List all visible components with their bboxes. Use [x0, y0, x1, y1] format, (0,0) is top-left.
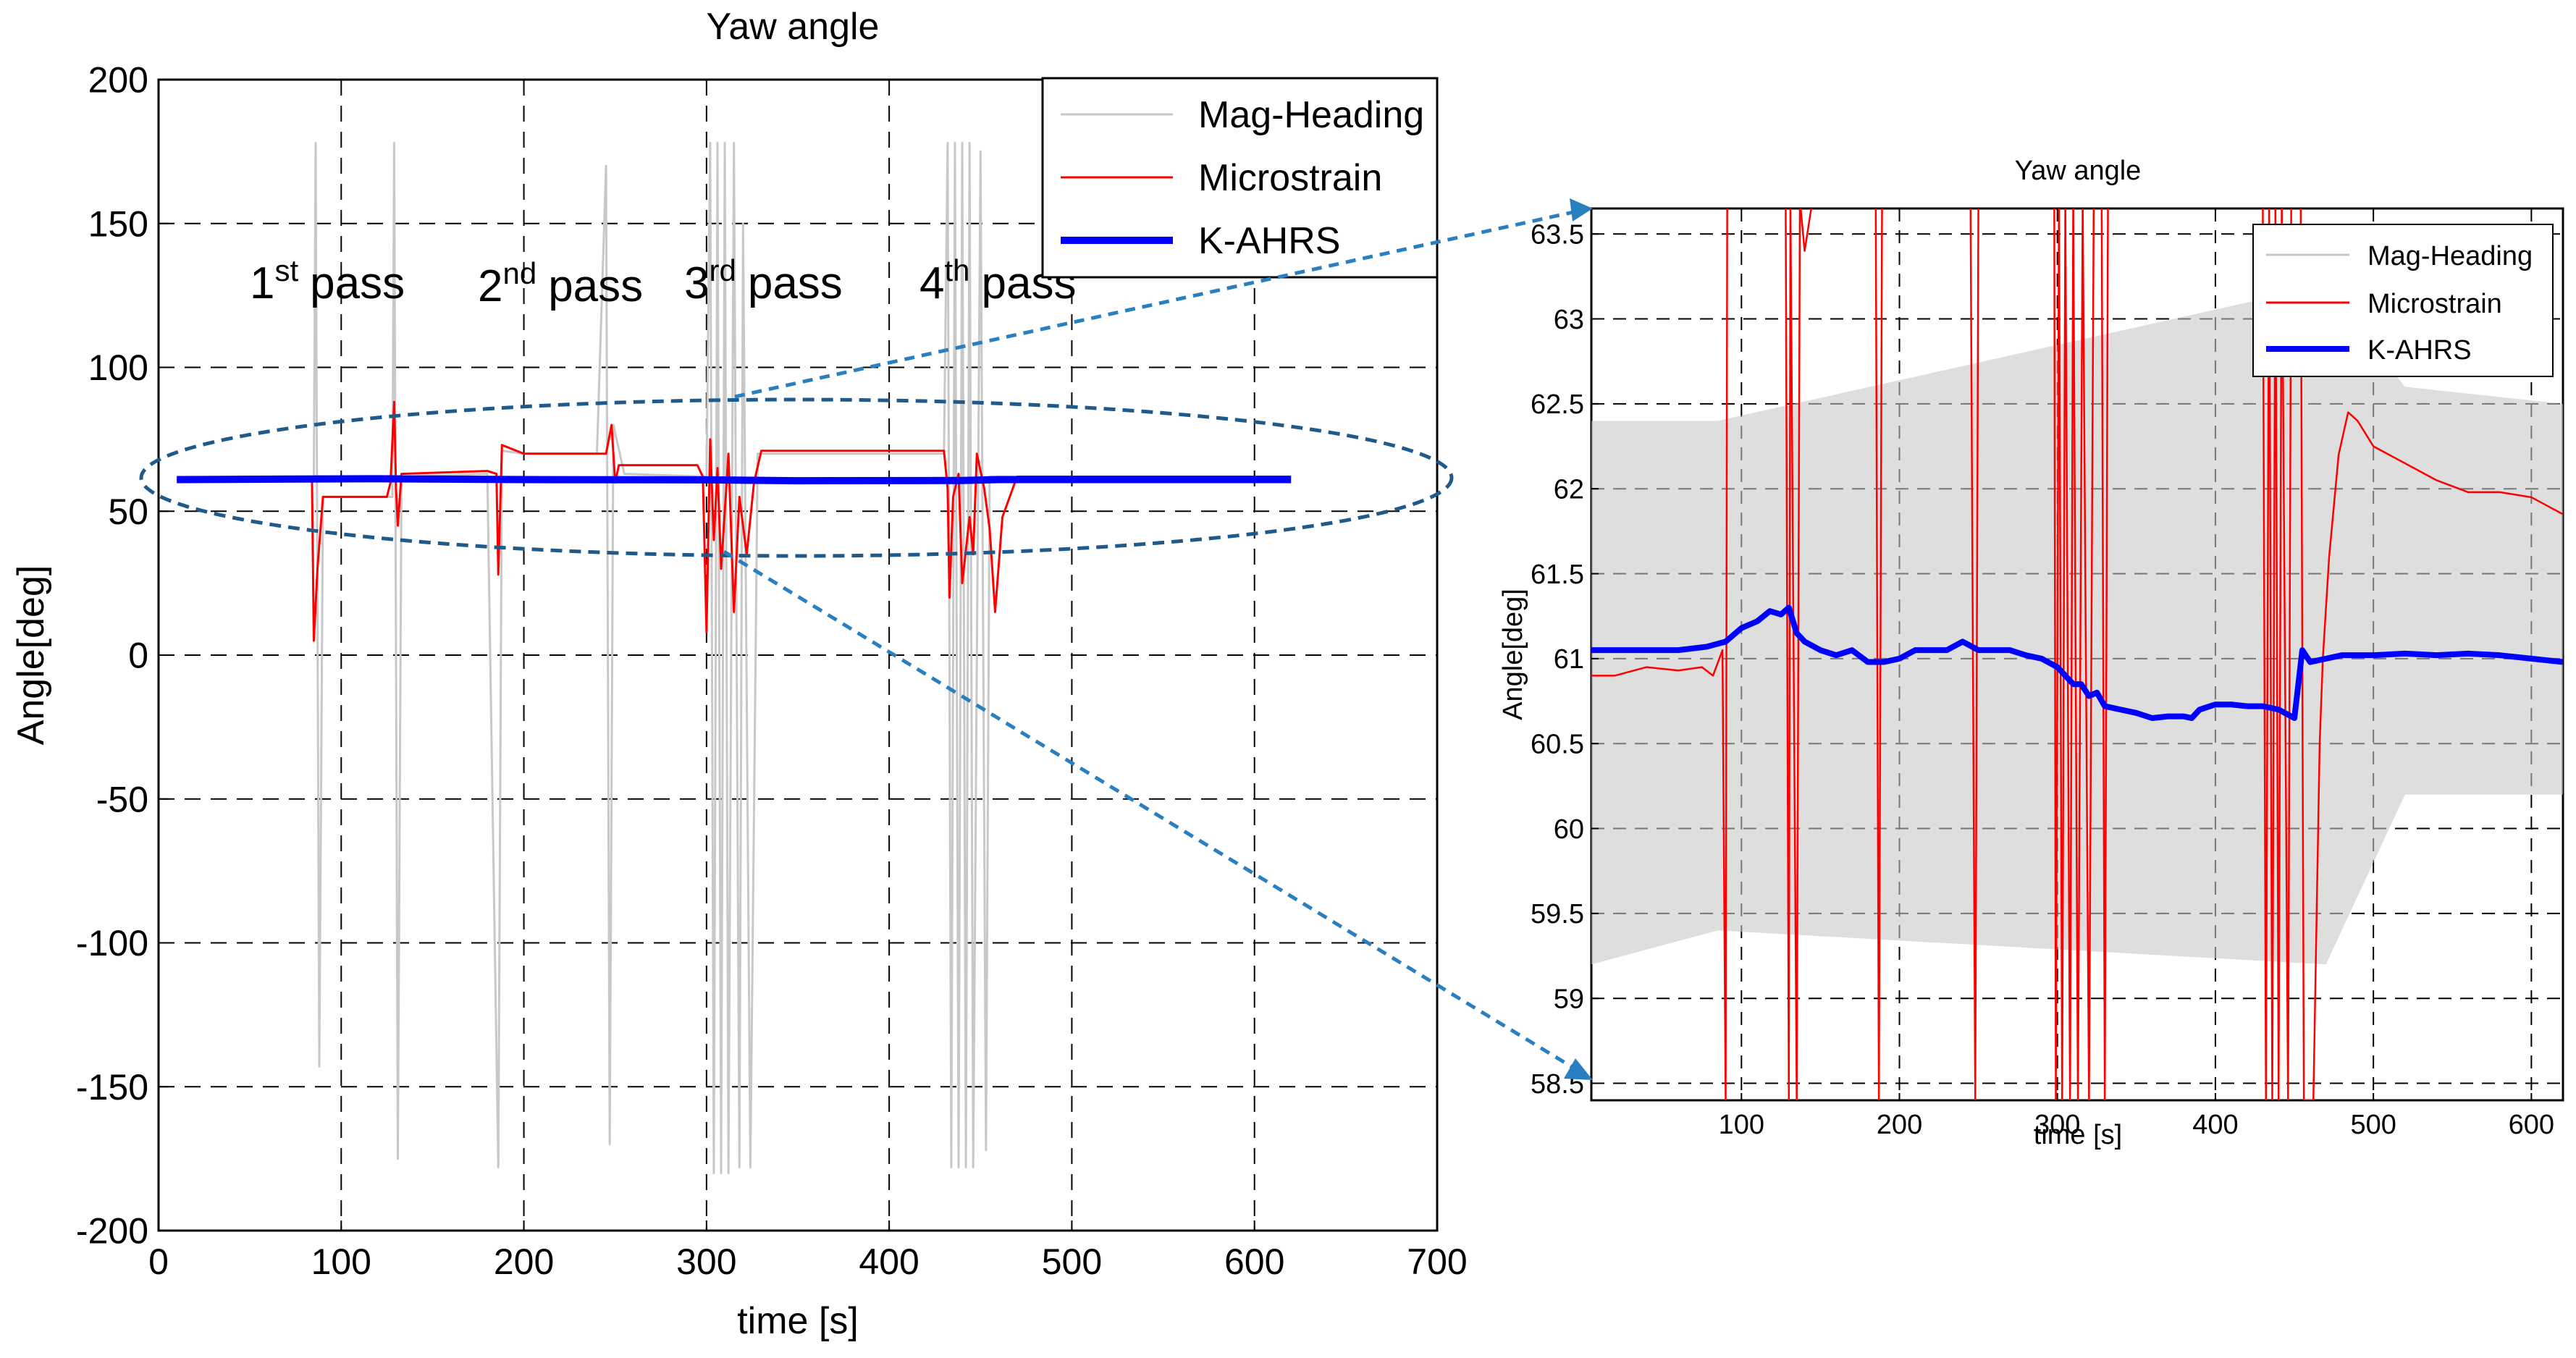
- ytick-label-0: 0: [128, 636, 148, 676]
- series-mag-heading-line: [177, 141, 1292, 1174]
- ytick-label--200: -200: [76, 1211, 148, 1252]
- chart-yaw-full: Yaw angle 0 100 200 300 400 500 600 700-200-150…: [10, 6, 1468, 1342]
- series-k-ahrs-line: [177, 475, 1292, 485]
- ytick-label-63.5: 63.5: [1531, 220, 1584, 250]
- xtick-label-300: 300: [2034, 1110, 2080, 1140]
- xtick-label-400: 400: [859, 1241, 919, 1282]
- chart2-xlabel: time [s]: [2034, 1120, 2122, 1150]
- xtick-label-200: 200: [494, 1241, 554, 1282]
- pass-label-4-num: 4: [919, 258, 944, 308]
- xtick-label-0: 0: [148, 1241, 169, 1282]
- pass-label-1: 1st pass: [250, 253, 405, 308]
- chart1-legend: Mag-Heading Microstrain K-AHRS: [1041, 77, 1439, 279]
- pass-label-3-num: 3: [684, 258, 709, 308]
- xtick-label-100: 100: [1719, 1110, 1764, 1140]
- xtick-label-400: 400: [2192, 1110, 2238, 1140]
- ytick-label-150: 150: [88, 203, 148, 244]
- series-mag-heading-band: [1591, 284, 2563, 965]
- xtick-label-200: 200: [1877, 1110, 1922, 1140]
- ytick-label-59: 59: [1554, 984, 1584, 1015]
- chart2-legend-label-micro: Microstrain: [2367, 289, 2502, 319]
- zoom-arrows: [723, 209, 1578, 1072]
- ytick-label-63: 63: [1554, 305, 1584, 335]
- chart1-grid: [159, 80, 1437, 1231]
- xtick-label-100: 100: [311, 1241, 371, 1282]
- ytick-label-59.5: 59.5: [1531, 899, 1584, 929]
- ytick-label--150: -150: [76, 1067, 148, 1108]
- ytick-label-62: 62: [1554, 475, 1584, 505]
- xtick-label-700: 700: [1407, 1241, 1467, 1282]
- chart1-ylabel: Angle[deg]: [10, 565, 52, 746]
- pass-label-3-sup: rd: [709, 253, 736, 287]
- chart2-series: [1591, 208, 2563, 1100]
- ytick-label-50: 50: [108, 492, 148, 532]
- pass-label-3: 3rd pass: [684, 253, 843, 308]
- zoom-arrow-bottom: [723, 549, 1578, 1072]
- pass-label-4-sup: th: [944, 253, 969, 287]
- xtick-label-500: 500: [2350, 1110, 2396, 1140]
- zoom-arrow-top: [734, 209, 1578, 399]
- ytick-label-61.5: 61.5: [1531, 560, 1584, 590]
- zoom-ellipse: [139, 397, 1454, 558]
- chart2-legend-label-mag: Mag-Heading: [2367, 241, 2533, 271]
- chart1-legend-label-micro: Microstrain: [1198, 157, 1382, 199]
- ytick-label-62.5: 62.5: [1531, 389, 1584, 420]
- ytick-label-61: 61: [1554, 644, 1584, 675]
- chart1-title: Yaw angle: [707, 6, 880, 48]
- pass-label-1-num: 1: [250, 258, 274, 308]
- chart1-xlabel: time [s]: [737, 1300, 859, 1342]
- ytick-label-60: 60: [1554, 814, 1584, 845]
- pass-label-3-word: pass: [748, 258, 843, 308]
- chart1-ticks: 0 100 200 300 400 500 600 700 -200 -150 -100 -50 0 50…: [76, 60, 1468, 1283]
- ytick-label-200: 200: [88, 60, 148, 101]
- zoom-arrowhead-top: [1570, 198, 1593, 222]
- ytick-label-60.5: 60.5: [1531, 730, 1584, 760]
- pass-label-2: 2nd pass: [478, 256, 643, 311]
- pass-label-2-word: pass: [548, 261, 643, 311]
- chart2-ticks: 100 200 300 400 500 60058.55959.56060.56161.5…: [1531, 220, 2554, 1141]
- pass-label-2-num: 2: [478, 261, 502, 311]
- ytick-label-100: 100: [88, 347, 148, 388]
- xtick-label-600: 600: [1224, 1241, 1284, 1282]
- xtick-label-600: 600: [2509, 1110, 2554, 1140]
- series-microstrain-line: [1591, 208, 2563, 1100]
- xtick-label-500: 500: [1042, 1241, 1102, 1282]
- pass-label-1-word: pass: [310, 258, 405, 308]
- chart1-legend-label-kahrs: K-AHRS: [1198, 220, 1340, 262]
- series-k-ahrs-line: [1591, 604, 2563, 721]
- chart1-legend-label-mag: Mag-Heading: [1198, 94, 1424, 136]
- zoom-arrowhead-bottom: [1564, 1058, 1593, 1080]
- chart2-title: Yaw angle: [2015, 156, 2142, 186]
- pass-label-1-sup: st: [274, 253, 298, 287]
- chart2-legend: Mag-Heading Microstrain K-AHRS: [2252, 224, 2554, 377]
- pass-label-2-sup: nd: [502, 256, 536, 290]
- chart2-ylabel: Angle[deg]: [1498, 589, 1528, 720]
- xtick-label-300: 300: [676, 1241, 736, 1282]
- chart2-legend-label-kahrs: K-AHRS: [2367, 335, 2472, 366]
- chart2-legend-box: [2252, 224, 2554, 377]
- chart-yaw-zoom: Yaw angle 100 200 300 400 500 60058.55959.560…: [1498, 156, 2564, 1150]
- ytick-label--100: -100: [76, 923, 148, 963]
- ytick-label--50: -50: [96, 779, 148, 819]
